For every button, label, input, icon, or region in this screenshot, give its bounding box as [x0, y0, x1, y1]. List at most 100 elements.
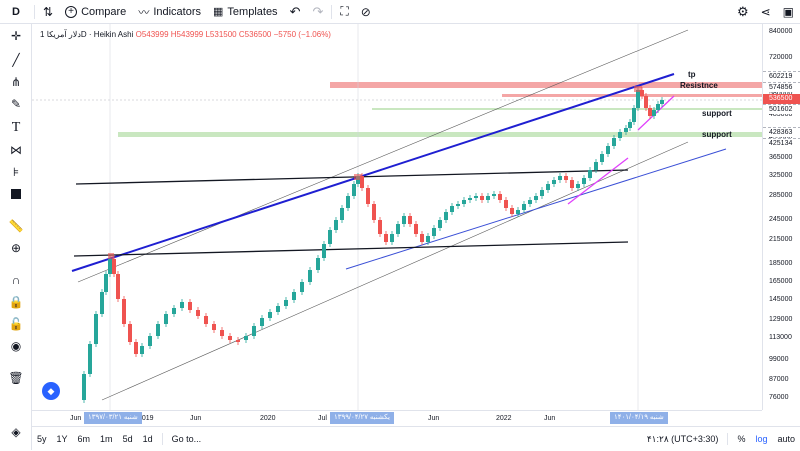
time-tick: Jun: [70, 415, 82, 422]
candle-body: [352, 184, 356, 196]
snapshot-icon[interactable]: ▣: [782, 5, 794, 19]
legend-low: L531500: [205, 30, 237, 39]
trendline-icon[interactable]: ╱: [12, 53, 20, 67]
goto-button[interactable]: Go to...: [171, 433, 202, 444]
indicators-label: Indicators: [153, 5, 202, 18]
indicators-button[interactable]: 〰 Indicators: [132, 0, 207, 24]
candle-body: [88, 344, 92, 374]
support-zone-2: [118, 132, 762, 137]
tradingview-logo[interactable]: ◆: [42, 382, 60, 400]
candle-body: [300, 282, 304, 292]
legend-style: Heikin Ashi: [93, 30, 134, 39]
time-tick: 2020: [260, 415, 276, 422]
time-axis[interactable]: Jun2019Jun2020Jul1Jun2022Junشنبه ۱۳۹۷/۰۳…: [32, 410, 762, 426]
templates-button[interactable]: ▦ Templates: [207, 0, 284, 24]
pattern-icon[interactable]: ⋈: [10, 143, 22, 157]
layers-icon[interactable]: ◈: [11, 425, 21, 439]
price-label: 574856: [763, 82, 800, 92]
brush-icon[interactable]: ✎: [10, 97, 22, 111]
candle-body: [82, 374, 86, 400]
candle-body: [108, 259, 112, 274]
trendline-magenta-1: [567, 157, 629, 205]
candle-body: [140, 346, 144, 354]
divider: [34, 4, 35, 19]
log-toggle[interactable]: log: [755, 434, 768, 444]
candle-body: [540, 190, 544, 196]
settings-gear-icon[interactable]: ⚙: [736, 4, 749, 19]
magnet-icon[interactable]: ∩: [11, 273, 21, 287]
time-highlight-label: شنبه ۱۴۰۱/۰۴/۱۹: [610, 412, 668, 424]
measure-tools-icon[interactable]: ⊧: [12, 165, 20, 179]
price-tick: 145000: [769, 296, 793, 303]
channel-lower-line: [101, 141, 689, 401]
symbol-button[interactable]: D: [12, 5, 20, 18]
range-1y-button[interactable]: 1Y: [56, 433, 68, 444]
time-tick: 2022: [496, 415, 512, 422]
candle-body: [656, 104, 660, 110]
candle-body: [360, 176, 364, 188]
range-1m-button[interactable]: 1m: [100, 433, 113, 444]
channel-upper-line: [77, 29, 689, 283]
undo-icon[interactable]: ↶: [289, 3, 301, 19]
candle-body: [156, 324, 160, 336]
price-tick: 99000: [769, 356, 789, 363]
candle-body: [180, 302, 184, 308]
divider: [161, 432, 163, 445]
fullscreen-icon[interactable]: ⛶: [340, 4, 349, 18]
annotation-tp: tp: [688, 70, 696, 79]
candle-body: [570, 180, 574, 188]
price-tick: 720000: [769, 54, 793, 61]
candle-body: [346, 196, 350, 208]
lock-drawings-icon[interactable]: 🔒: [8, 295, 24, 309]
annotation-resistance: Resistnce: [680, 81, 718, 90]
price-chart[interactable]: [32, 24, 762, 410]
candle-body: [606, 146, 610, 154]
candle-body: [322, 244, 326, 258]
legend-interval: 1D: [40, 30, 87, 39]
compare-button[interactable]: + Compare: [59, 0, 132, 24]
candle-body: [498, 194, 502, 200]
candle-body: [112, 259, 116, 274]
eye-icon[interactable]: ◉: [10, 339, 22, 353]
candle-body: [480, 196, 484, 200]
ruler-icon[interactable]: 📏: [8, 219, 24, 233]
candle-body: [636, 90, 640, 108]
percent-toggle[interactable]: %: [737, 434, 746, 444]
hide-icon[interactable]: ⊘: [360, 4, 371, 19]
redo-icon[interactable]: ↷: [312, 3, 324, 19]
candle-body: [252, 326, 256, 336]
resistance-zone-2: [502, 94, 762, 97]
time-tick: 2019: [138, 415, 154, 422]
pitchfork-icon[interactable]: ⋔: [10, 75, 22, 89]
price-tick: 325000: [769, 172, 793, 179]
chart-legend: دلار آمریکا 1D · Heikin Ashi O543999 H54…: [40, 30, 331, 39]
candle-body: [414, 224, 418, 234]
range-5d-button[interactable]: 5d: [122, 433, 133, 444]
candle-body: [366, 188, 370, 204]
lock-icon[interactable]: 🔓: [8, 317, 24, 331]
templates-label: Templates: [227, 5, 278, 18]
range-6m-button[interactable]: 6m: [77, 433, 91, 444]
legend-high: H543999: [170, 30, 204, 39]
chart-pane[interactable]: دلار آمریکا 1D · Heikin Ashi O543999 H54…: [32, 24, 762, 410]
clock-timezone[interactable]: ۴۱:۲۸ (UTC+3:30): [646, 433, 719, 444]
auto-toggle[interactable]: auto: [777, 434, 795, 444]
crosshair-icon[interactable]: ✛: [10, 29, 22, 43]
shape-icon[interactable]: [8, 186, 24, 202]
legend-close: C536500: [238, 30, 272, 39]
candle-body: [340, 208, 344, 220]
bar-style-icon[interactable]: ⇅: [43, 4, 54, 19]
zoom-in-icon[interactable]: ⊕: [10, 241, 22, 255]
candle-body: [284, 300, 288, 306]
text-icon[interactable]: T: [11, 120, 21, 135]
share-icon[interactable]: ⋖: [760, 5, 771, 19]
top-toolbar: D ⇅ + Compare 〰 Indicators ▦ Templates ↶…: [0, 0, 800, 24]
candle-body: [328, 230, 332, 244]
price-axis[interactable]: 8400007200006400005800004850004550003650…: [762, 24, 800, 410]
candle-body: [372, 204, 376, 220]
trash-icon[interactable]: 🗑: [8, 371, 24, 385]
range-1d-button[interactable]: 1d: [142, 433, 153, 444]
candle-body: [582, 178, 586, 184]
compare-label: Compare: [81, 5, 127, 18]
range-5y-button[interactable]: 5y: [37, 433, 47, 444]
